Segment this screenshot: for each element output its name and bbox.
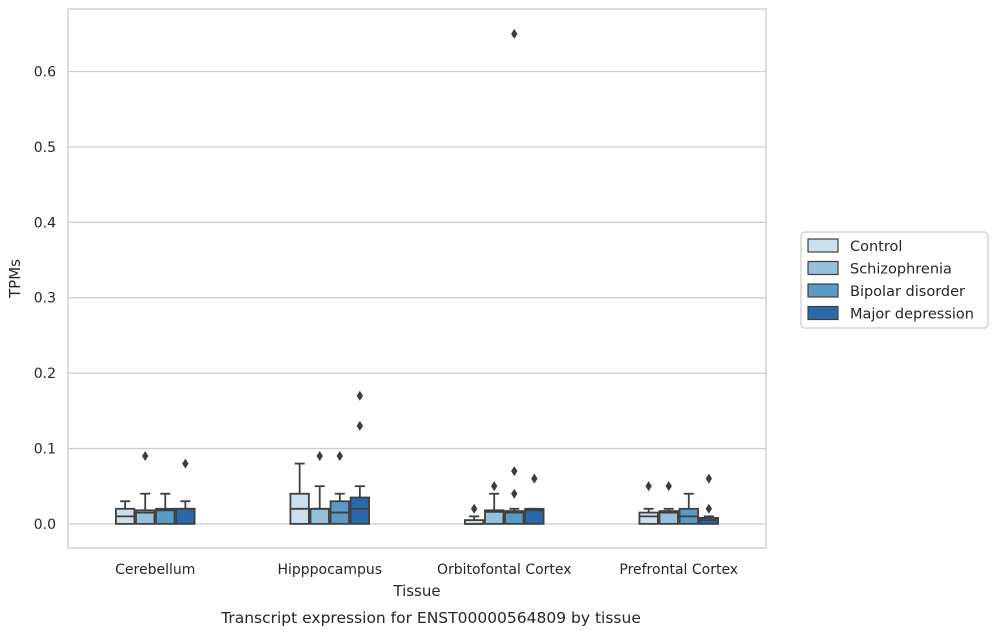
legend-swatch [807, 260, 839, 276]
box-body [309, 507, 330, 525]
y-tick-label: 0.4 [34, 215, 56, 231]
grid-lines [68, 70, 766, 525]
box-schizophrenia [135, 451, 156, 525]
box-control [464, 503, 485, 525]
outlier-point [356, 420, 364, 431]
outlier-point [705, 473, 713, 484]
legend-entry: Control [850, 239, 902, 255]
box-body [135, 509, 156, 525]
outlier-point [491, 481, 498, 492]
outlier-point [531, 473, 538, 484]
box-body [658, 510, 679, 525]
y-tick-label: 0.3 [34, 291, 56, 307]
legend-entry: Major depression [850, 307, 974, 323]
x-tick-label: Hipppocampus [277, 562, 382, 578]
box-major-depression [524, 473, 545, 525]
outlier-point [356, 390, 364, 401]
x-tick-labels: Cerebellum Hipppocampus Orbitofontal Corte… [115, 562, 738, 578]
outlier-point [336, 451, 343, 462]
box-major-depression [175, 458, 196, 525]
y-tick-label: 0.5 [34, 140, 56, 156]
box-body [349, 496, 370, 525]
outlier-point [511, 466, 518, 477]
legend-frame [800, 231, 989, 329]
box-schizophrenia [309, 451, 330, 525]
outlier-point [470, 503, 478, 514]
box-body [484, 509, 505, 525]
y-tick-label: 0.6 [34, 65, 56, 81]
outlier-point [142, 451, 149, 462]
chart-caption: Transcript expression for ENST0000056480… [220, 609, 641, 627]
outlier-point [511, 488, 518, 499]
box-major-depression [349, 390, 370, 525]
legend-entry: Schizophrenia [850, 262, 952, 278]
outlier-point [665, 481, 672, 492]
box-schizophrenia [658, 481, 679, 525]
legend-swatch [807, 305, 839, 321]
box-schizophrenia [484, 481, 505, 525]
box-control [289, 462, 310, 525]
legend: Control Schizophrenia Bipolar disorder Majo… [800, 231, 989, 329]
outlier-point [511, 28, 518, 39]
box-body [504, 510, 525, 525]
y-tick-labels: 0.0 0.1 0.2 0.3 0.4 0.5 0.6 [34, 65, 56, 533]
box-body [175, 507, 196, 525]
legend-swatch [807, 238, 839, 253]
box-control [638, 481, 659, 525]
outlier-point [645, 481, 652, 492]
legend-entry: Bipolar disorder [850, 284, 965, 300]
box-body [524, 507, 545, 525]
box-body [638, 511, 659, 525]
box-major-depression [698, 473, 719, 525]
boxes [115, 28, 719, 525]
box-control [115, 500, 136, 525]
outlier-point [182, 458, 189, 469]
box-bipolar-disorder [155, 492, 176, 525]
box-bipolar-disorder [329, 451, 350, 525]
legend-swatch [807, 283, 839, 298]
x-tick-label: Cerebellum [115, 562, 195, 578]
box-body [155, 507, 176, 525]
x-axis-label: Tissue [392, 582, 440, 600]
x-tick-label: Prefrontal Cortex [619, 562, 738, 578]
box-bipolar-disorder [504, 28, 525, 525]
plot-frame [67, 8, 767, 549]
y-tick-label: 0.2 [34, 366, 56, 382]
x-tick-label: Orbitofontal Cortex [437, 562, 572, 578]
y-tick-label: 0.0 [34, 517, 56, 533]
box-bipolar-disorder [678, 492, 699, 525]
y-tick-label: 0.1 [34, 441, 56, 457]
outlier-point [316, 451, 323, 462]
outlier-point [705, 503, 713, 514]
y-axis-label: TPMs [6, 259, 24, 299]
